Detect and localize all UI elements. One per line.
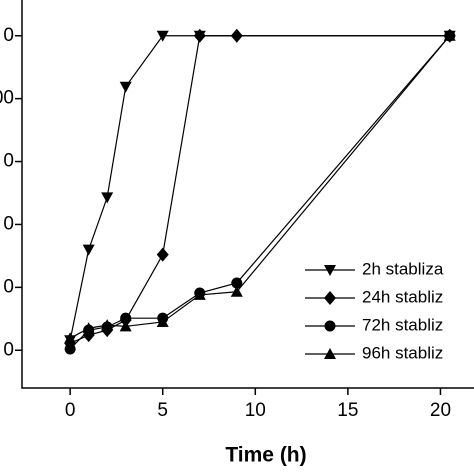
x-axis-label: Time (h) <box>225 444 306 467</box>
marker <box>156 247 169 262</box>
legend-marker <box>324 348 336 359</box>
legend-label: 72h stabliz <box>362 315 443 334</box>
marker <box>193 288 206 300</box>
marker <box>82 322 95 334</box>
marker <box>230 28 243 43</box>
legend-marker <box>324 291 336 305</box>
y-tick-label: 0 <box>3 213 14 234</box>
marker <box>101 319 114 331</box>
marker <box>156 30 169 42</box>
x-tick-label: 15 <box>337 400 358 421</box>
legend-label: 24h stabliz <box>362 287 443 306</box>
marker <box>231 277 243 289</box>
marker <box>119 81 132 93</box>
marker <box>82 244 95 256</box>
plot-frame <box>21 0 474 389</box>
legend-label: 2h stabliza <box>362 259 444 278</box>
x-tick-label: 20 <box>430 400 451 421</box>
y-tick-label: 0 <box>3 25 14 46</box>
y-tick-label: 0 <box>3 151 14 172</box>
legend-label: 96h stabliz <box>362 343 443 362</box>
y-tick-label: 00 <box>0 88 14 109</box>
legend-marker <box>324 320 336 332</box>
marker <box>64 343 76 355</box>
legend-marker <box>324 265 336 276</box>
marker <box>156 315 169 327</box>
y-tick-label: 0 <box>3 339 14 360</box>
marker <box>230 285 243 297</box>
x-tick-label: 0 <box>65 400 76 421</box>
x-tick-label: 5 <box>157 400 168 421</box>
marker <box>101 192 114 204</box>
series-line <box>69 35 451 339</box>
y-tick-label: 0 <box>3 276 14 297</box>
marker <box>120 312 132 324</box>
marker <box>64 332 77 344</box>
marker <box>443 29 456 41</box>
x-tick-label: 10 <box>245 400 266 421</box>
marker <box>119 320 132 332</box>
marker <box>193 28 206 43</box>
